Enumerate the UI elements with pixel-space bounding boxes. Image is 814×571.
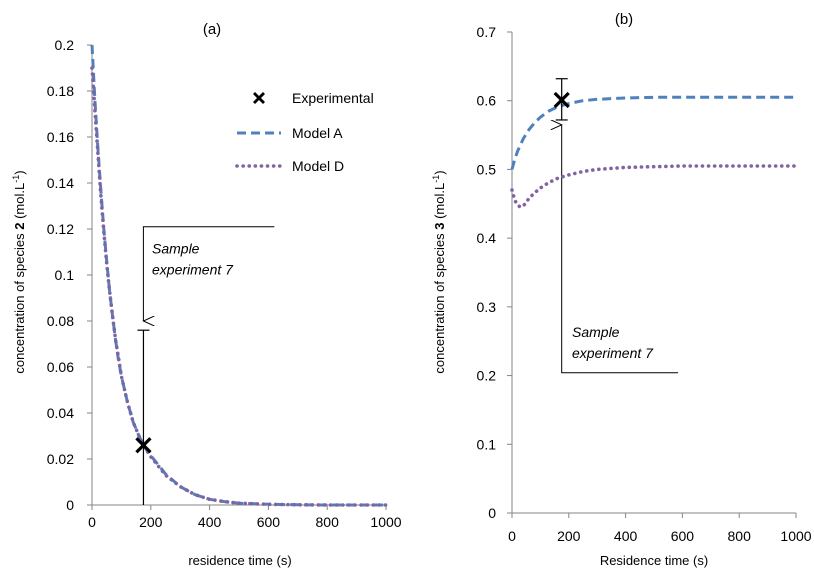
panel-a-y-axis-label-sup: -1 [11, 175, 21, 183]
panel-a-y-tick-label: 0.08 [47, 313, 74, 329]
panel-a-y-tick-label: 0.16 [47, 129, 74, 145]
panel-b-y-tick-label: 0.1 [477, 436, 497, 452]
panel-b-y-tick-label: 0.6 [477, 93, 497, 109]
panel-b-y-tick-label: 0.2 [477, 368, 497, 384]
panel-b-y-axis-label-prefix: concentration of species [432, 230, 447, 374]
panel-a-x-tick-label: 400 [198, 514, 222, 530]
panel-b-annotation-line: experiment 7 [572, 345, 654, 361]
panel-b-y-tick-label: 0.7 [477, 24, 497, 40]
panel-b-annotation-arrow [562, 125, 679, 374]
panel-a-y-tick-label: 0.1 [55, 267, 75, 283]
panel-b-annotation: Sample experiment 7 [562, 125, 679, 374]
panel-a-y-tick-label: 0.18 [47, 83, 74, 99]
panel-a-x-tick-label: 1000 [370, 514, 401, 530]
panel-a-y-tick-label: 0.06 [47, 359, 74, 375]
panel-b-annotation-line: Sample [572, 324, 620, 340]
panel-a-y-tick-label: 0.2 [55, 37, 75, 53]
panel-b-axes [511, 32, 796, 514]
panel-b-y-tick-label: 0 [488, 505, 496, 521]
panel-a-annotation-line: experiment 7 [152, 262, 234, 278]
panel-a-series-model-a [90, 44, 386, 507]
panel-b-series-model-a [510, 95, 796, 170]
panel-a-y-tick-label: 0 [66, 497, 74, 513]
legend-label-model-d: Model D [292, 158, 344, 174]
panel-a-axes [91, 45, 386, 506]
panel-b-x-tick-label: 400 [614, 528, 638, 544]
panel-b-y-axis-label-species: 3 [432, 223, 447, 230]
legend-marker-experimental [253, 92, 265, 104]
panel-b-y-axis-label-sup: -1 [431, 175, 441, 183]
panel-a-y-tick-label: 0.02 [47, 451, 74, 467]
panel-a-series-model-d [90, 66, 388, 507]
panel-b-y-tick-label: 0.5 [477, 161, 497, 177]
panel-a-experimental-points [135, 437, 152, 454]
panel-b-series [510, 95, 798, 209]
panel-a-x-tick-label: 0 [88, 514, 96, 530]
panel-b-y-axis-label-unit: (mol.L [432, 183, 447, 223]
legend-label-model-a: Model A [292, 125, 343, 141]
panel-a-experimental-point [135, 437, 152, 454]
panel-a-x-tick-label: 600 [257, 514, 281, 530]
panel-a-y-axis-label-species: 2 [12, 223, 27, 230]
panel-b-series-model-d [510, 164, 798, 209]
panel-b-x-tick-label: 800 [728, 528, 752, 544]
panel-a-x-tick-label: 800 [316, 514, 340, 530]
panel-b-y-axis-label-end: ) [432, 170, 447, 174]
panel-a-x-ticks: 0 200 400 600 800 1000 [88, 505, 402, 530]
panel-a-y-tick-label: 0.12 [47, 221, 74, 237]
panel-a-y-ticks: 0 0.02 0.04 0.06 0.08 0.1 0.12 0.14 0.16 0.18 0.2 [47, 37, 92, 513]
panel-a-x-axis-label: residence time (s) [188, 553, 291, 568]
panel-b-y-ticks: 0 0.1 0.2 0.3 0.4 0.5 0.6 0.7 [477, 24, 512, 521]
panel-a-y-axis-label-prefix: concentration of species [12, 230, 27, 374]
panel-b-x-ticks: 0 200 400 600 800 1000 [508, 513, 812, 544]
panel-b-x-axis-label: Residence time (s) [600, 553, 708, 568]
panel-b-x-tick-label: 600 [671, 528, 695, 544]
panel-a-error-bars [137, 329, 150, 505]
panel-a-annotation-arrow [143, 226, 275, 321]
chart-panel-a: (a) 0 0.02 0.04 0.06 0.08 0.1 0.12 0.14 0.16 0.18… [11, 21, 402, 568]
panel-b-y-axis-label: concentration of species 3 (mol.L-1) [431, 170, 447, 373]
chart-panel-b: (b) 0 0.1 0.2 0.3 0.4 0.5 0.6 0.7 0 200 400 600 800… [431, 11, 812, 568]
legend-label-experimental: Experimental [292, 90, 374, 106]
panel-a-series [90, 44, 388, 507]
panel-a-y-tick-label: 0.14 [47, 175, 74, 191]
panel-b-experimental-points [553, 91, 570, 109]
panel-b-label: (b) [615, 11, 633, 28]
panel-a-x-tick-label: 200 [139, 514, 163, 530]
panel-a-y-axis-label-end: ) [12, 170, 27, 174]
panel-a-y-tick-label: 0.04 [47, 405, 74, 421]
panel-a-annotation: Sample experiment 7 [143, 226, 275, 321]
panel-a-label: (a) [203, 21, 221, 38]
panel-b-x-tick-label: 200 [557, 528, 581, 544]
legend: Experimental Model A Model D [235, 90, 374, 174]
panel-a-y-axis-label: concentration of species 2 (mol.L-1) [11, 170, 27, 373]
panel-a-y-axis-label-unit: (mol.L [12, 183, 27, 223]
panel-b-y-tick-label: 0.4 [477, 230, 497, 246]
panel-a-annotation-line: Sample [152, 241, 200, 257]
panel-b-x-tick-label: 1000 [780, 528, 811, 544]
panel-b-x-tick-label: 0 [508, 528, 516, 544]
panel-b-experimental-point [553, 91, 570, 109]
panel-b-y-tick-label: 0.3 [477, 299, 497, 315]
